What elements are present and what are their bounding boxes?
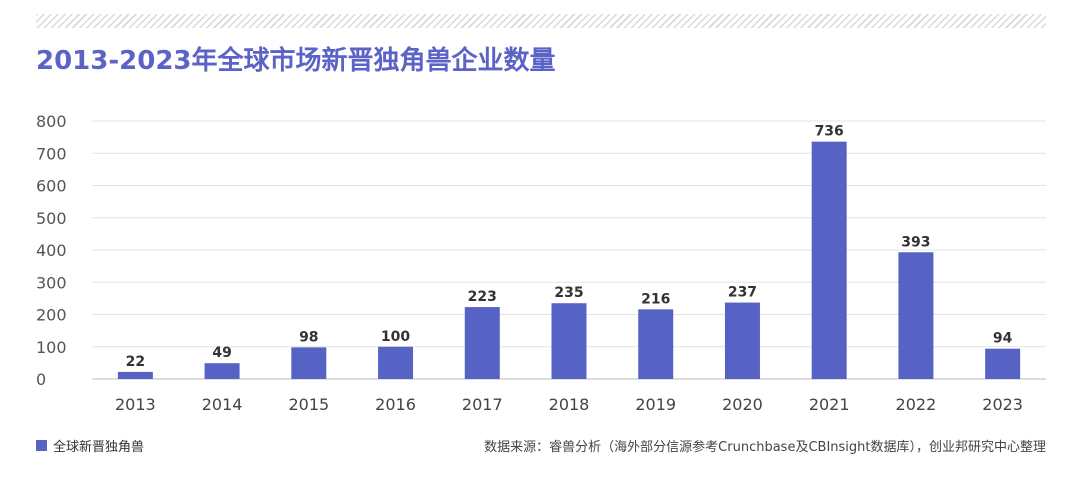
y-tick-label: 0 xyxy=(36,370,46,389)
bar-2013 xyxy=(117,371,153,379)
y-tick-label: 500 xyxy=(36,209,67,228)
y-tick-label: 700 xyxy=(36,144,67,163)
data-labels: 22 49 98 100 223 235 216 237 736 393 94 xyxy=(126,124,1013,370)
data-label-2017: 223 xyxy=(468,289,497,305)
legend: 全球新晋独角兽 xyxy=(36,436,144,455)
data-label-2022: 393 xyxy=(901,234,930,250)
x-tick-label-2015: 2015 xyxy=(288,395,329,414)
data-label-2013: 22 xyxy=(126,354,145,370)
x-tick-label-2016: 2016 xyxy=(375,395,416,414)
bar-2023 xyxy=(985,348,1021,379)
bar-2014 xyxy=(204,363,240,379)
y-tick-label: 200 xyxy=(36,306,67,325)
y-tick-label: 600 xyxy=(36,177,67,196)
x-tick-label-2013: 2013 xyxy=(115,395,156,414)
y-tick-label: 100 xyxy=(36,338,67,357)
x-tick-label-2019: 2019 xyxy=(635,395,676,414)
bar-2017 xyxy=(464,307,500,379)
x-tick-label-2014: 2014 xyxy=(202,395,243,414)
y-axis-ticks: 0 100 200 300 400 500 600 700 800 xyxy=(36,112,67,389)
data-label-2014: 49 xyxy=(212,345,231,361)
decorative-stripe xyxy=(36,14,1046,28)
y-tick-label: 800 xyxy=(36,112,67,131)
data-label-2015: 98 xyxy=(299,329,318,345)
x-tick-label-2021: 2021 xyxy=(809,395,850,414)
source-note: 数据来源：睿兽分析（海外部分信源参考Crunchbase及CBInsight数据… xyxy=(484,440,1046,455)
x-tick-label-2022: 2022 xyxy=(896,395,937,414)
data-label-2021: 736 xyxy=(815,124,844,140)
x-tick-label-2023: 2023 xyxy=(982,395,1023,414)
bars xyxy=(117,141,1021,379)
legend-swatch xyxy=(36,440,47,451)
chart-title: 2013-2023年全球市场新晋独角兽企业数量 xyxy=(36,46,556,76)
x-tick-label-2017: 2017 xyxy=(462,395,503,414)
data-label-2023: 94 xyxy=(993,331,1013,347)
y-tick-label: 300 xyxy=(36,273,67,292)
bar-2018 xyxy=(551,303,587,379)
x-tick-label-2020: 2020 xyxy=(722,395,763,414)
data-label-2019: 216 xyxy=(641,291,670,307)
x-tick-label-2018: 2018 xyxy=(549,395,590,414)
bar-2015 xyxy=(291,347,327,379)
x-axis-ticks: 2013 2014 2015 2016 2017 2018 2019 2020 2021 2022… xyxy=(115,395,1023,414)
bar-2016 xyxy=(378,346,414,379)
bar-2021 xyxy=(811,141,847,379)
legend-label: 全球新晋独角兽 xyxy=(53,440,145,455)
bar-2019 xyxy=(638,309,674,379)
data-label-2016: 100 xyxy=(381,329,410,345)
data-label-2020: 237 xyxy=(728,285,757,301)
data-label-2018: 235 xyxy=(554,285,583,301)
bar-2020 xyxy=(724,302,760,379)
bar-2022 xyxy=(898,252,934,379)
y-tick-label: 400 xyxy=(36,241,67,260)
